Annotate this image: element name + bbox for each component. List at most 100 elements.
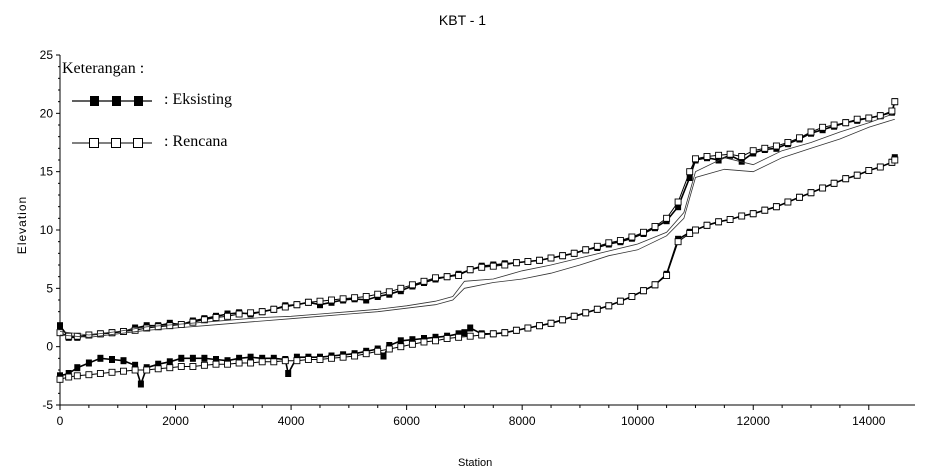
rencana-point (108, 368, 116, 376)
rencana-point (582, 309, 590, 317)
rencana-point (547, 254, 555, 262)
x-tick-label: 14000 (852, 414, 886, 428)
rencana-point (570, 249, 578, 257)
rencana-point (593, 242, 601, 250)
rencana-point (842, 175, 850, 183)
eksisting-point (213, 356, 219, 363)
series-4 (59, 118, 895, 338)
rencana-point (715, 218, 723, 226)
rencana-point (65, 373, 73, 381)
rencana-point (374, 290, 382, 298)
rencana-point (455, 333, 463, 341)
eksisting-point (74, 364, 81, 372)
eksisting-point (432, 333, 439, 341)
rencana-point (96, 370, 104, 377)
rencana-point (397, 284, 405, 292)
rencana-point (351, 352, 359, 360)
y-tick-label: 10 (40, 223, 54, 237)
rencana-point (830, 179, 838, 187)
rencana-point (443, 335, 451, 342)
rencana-point (853, 115, 861, 123)
rencana-point (891, 156, 899, 164)
rencana-point (166, 322, 174, 330)
eksisting-point (155, 360, 162, 368)
rencana-point (640, 287, 647, 295)
rencana-point (796, 193, 803, 201)
x-axis-label: Station (458, 457, 493, 469)
rencana-point (772, 142, 780, 150)
y-tick-label: 5 (46, 281, 53, 295)
rencana-point (536, 256, 543, 264)
rencana-point (761, 206, 769, 214)
rencana-point (385, 345, 393, 353)
eksisting-point (132, 361, 139, 369)
rencana-point (663, 272, 671, 279)
x-tick-label: 6000 (393, 414, 420, 428)
rencana-point (281, 357, 289, 365)
axes: 0 2000 4000 6000 8000 10000 12000 14000 -5 0 5 10 15… (40, 48, 915, 428)
rencana-point (56, 375, 64, 383)
rencana-point (726, 216, 734, 223)
rencana-point (524, 324, 532, 332)
rencana-point (189, 363, 197, 370)
rencana-point (674, 238, 682, 246)
x-tick-label: 0 (57, 414, 64, 428)
eksisting-point (738, 157, 745, 165)
eksisting-point (97, 354, 104, 362)
rencana-point (830, 121, 838, 129)
y-tick-label: 25 (40, 48, 54, 62)
eksisting-point (120, 357, 127, 365)
eksisting-point (224, 357, 231, 365)
rencana-point (120, 328, 127, 335)
rencana-point (489, 262, 497, 270)
eksisting-point (201, 354, 208, 362)
rencana-point (154, 365, 162, 373)
rencana-point (501, 261, 509, 269)
series-3 (56, 156, 899, 383)
rencana-point (131, 366, 139, 374)
eksisting-point (467, 324, 474, 332)
chart-title: KBT - 1 (438, 12, 487, 28)
rencana-point (605, 239, 613, 247)
rencana-point (703, 221, 711, 229)
profile-line (59, 118, 895, 338)
rencana-point (316, 356, 324, 363)
rencana-point (362, 293, 370, 300)
series-layer (56, 98, 899, 388)
rencana-point (738, 153, 746, 160)
rencana-point (749, 147, 757, 155)
rencana-point (796, 134, 803, 142)
rencana-point (888, 107, 896, 115)
rencana-point (120, 367, 127, 375)
rencana-point (616, 297, 624, 305)
rencana-point (853, 171, 861, 179)
eksisting-point (363, 296, 370, 304)
rencana-point (200, 361, 208, 369)
filled-square-marker-icon (72, 96, 152, 106)
series-1 (56, 98, 899, 340)
rencana-point (478, 263, 486, 271)
legend-title: Keterangan : (62, 60, 145, 77)
rencana-point (85, 371, 93, 379)
rencana-point (692, 155, 699, 163)
rencana-point (235, 359, 243, 367)
rencana-point (865, 114, 873, 122)
rencana-point (489, 330, 497, 338)
eksisting-point (137, 380, 144, 388)
y-tick-label: 15 (40, 165, 54, 179)
eksisting-point (455, 330, 462, 338)
rencana-point (258, 358, 266, 366)
rencana-point (339, 353, 347, 361)
rencana-point (512, 259, 520, 267)
rencana-point (605, 302, 613, 310)
rencana-point (628, 233, 636, 241)
x-tick-label: 2000 (162, 414, 189, 428)
rencana-point (177, 363, 185, 370)
rencana-point (339, 295, 347, 303)
rencana-point (524, 258, 532, 265)
rencana-point (692, 226, 699, 234)
rencana-point (154, 323, 162, 331)
rencana-point (819, 123, 827, 131)
rencana-point (842, 119, 850, 127)
